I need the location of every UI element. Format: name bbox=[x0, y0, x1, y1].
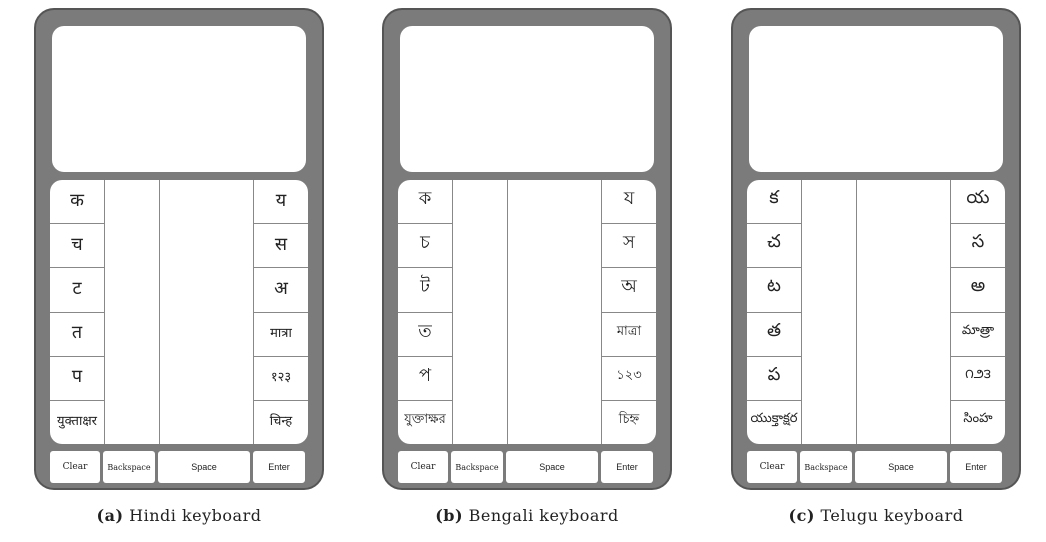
key-conjunct[interactable]: युक्ताक्षर bbox=[57, 414, 97, 430]
key-area: క చ ట త ప యుక్తాక్షర య స అ మాత్రా ౧౨౩ సి… bbox=[747, 180, 1005, 444]
key-left-5[interactable]: ప bbox=[747, 357, 801, 401]
key-left-4[interactable]: त bbox=[50, 313, 104, 357]
key-numbers[interactable]: १२३ bbox=[254, 357, 308, 401]
key-left-3[interactable]: ట bbox=[747, 268, 801, 313]
key-left-5[interactable]: प bbox=[50, 357, 104, 401]
column-divider bbox=[159, 180, 160, 444]
key-left-2[interactable]: च bbox=[50, 224, 104, 269]
enter-button[interactable]: Enter bbox=[253, 451, 305, 483]
key-right-3[interactable]: अ bbox=[254, 268, 308, 313]
key-left-2[interactable]: చ bbox=[747, 224, 801, 269]
key-left-1[interactable]: क bbox=[50, 180, 104, 225]
key-right-2[interactable]: స bbox=[951, 224, 1005, 269]
device-frame: ক চ ট ত প যুক্তাক্ষর য স অ মাত্রা ১২৩ চি… bbox=[382, 8, 672, 490]
clear-button[interactable]: Clear bbox=[50, 451, 100, 483]
caption-text: Telugu keyboard bbox=[820, 506, 964, 525]
keyboard-panel-telugu: క చ ట త ప యుక్తాక్షర య స అ మాత్రా ౧౨౩ సి… bbox=[731, 0, 1031, 542]
key-area: क च ट त प युक्ताक्षर य स अ मात्रा १२३ चि… bbox=[50, 180, 308, 444]
space-button[interactable]: Space bbox=[506, 451, 598, 483]
backspace-button[interactable]: Backspace bbox=[800, 451, 852, 483]
space-button[interactable]: Space bbox=[158, 451, 250, 483]
enter-button[interactable]: Enter bbox=[601, 451, 653, 483]
backspace-button[interactable]: Backspace bbox=[451, 451, 503, 483]
key-left-4[interactable]: త bbox=[747, 313, 801, 357]
caption-text: Bengali keyboard bbox=[468, 506, 619, 525]
panel-caption: (b) Bengali keyboard bbox=[382, 506, 672, 525]
clear-button[interactable]: Clear bbox=[398, 451, 448, 483]
key-symbols[interactable]: चिन्ह bbox=[269, 414, 293, 430]
keyboard-panel-bengali: ক চ ট ত প যুক্তাক্ষর য স অ মাত্রা ১২৩ চি… bbox=[382, 0, 682, 542]
right-key-column: य स अ मात्रा १२३ चिन्ह bbox=[253, 180, 308, 444]
key-left-2[interactable]: চ bbox=[398, 224, 452, 269]
panel-caption: (c) Telugu keyboard bbox=[731, 506, 1021, 525]
key-matra[interactable]: মাত্রা bbox=[602, 313, 656, 357]
key-symbols[interactable]: চিহ্ন bbox=[618, 411, 640, 427]
key-conjunct[interactable]: যুক্তাক্ষর bbox=[404, 411, 446, 427]
clear-button[interactable]: Clear bbox=[747, 451, 797, 483]
key-left-4[interactable]: ত bbox=[398, 313, 452, 357]
key-matra[interactable]: మాత్రా bbox=[951, 313, 1005, 357]
bottom-key-row: Clear Backspace Space Enter bbox=[747, 451, 1005, 483]
key-left-3[interactable]: ट bbox=[50, 268, 104, 313]
space-button[interactable]: Space bbox=[855, 451, 947, 483]
enter-button[interactable]: Enter bbox=[950, 451, 1002, 483]
device-frame: క చ ట త ప యుక్తాక్షర య స అ మాత్రా ౧౨౩ సి… bbox=[731, 8, 1021, 490]
key-left-1[interactable]: క bbox=[747, 180, 801, 225]
key-right-2[interactable]: স bbox=[602, 224, 656, 269]
key-right-3[interactable]: అ bbox=[951, 268, 1005, 313]
key-numbers[interactable]: ১২৩ bbox=[602, 357, 656, 401]
key-matra[interactable]: मात्रा bbox=[254, 313, 308, 357]
keyboard-panel-hindi: क च ट त प युक्ताक्षर य स अ मात्रा १२३ चि… bbox=[34, 0, 334, 542]
device-frame: क च ट त प युक्ताक्षर य स अ मात्रा १२३ चि… bbox=[34, 8, 324, 490]
left-key-column: क च ट त प युक्ताक्षर bbox=[50, 180, 105, 444]
key-left-5[interactable]: প bbox=[398, 357, 452, 401]
caption-text: Hindi keyboard bbox=[129, 506, 262, 525]
left-key-column: క చ ట త ప యుక్తాక్షర bbox=[747, 180, 802, 444]
key-right-1[interactable]: য bbox=[602, 180, 656, 225]
panel-caption: (a) Hindi keyboard bbox=[34, 506, 324, 525]
key-conjunct[interactable]: యుక్తాక్షర bbox=[750, 411, 798, 427]
text-display bbox=[52, 26, 306, 172]
key-right-1[interactable]: य bbox=[254, 180, 308, 225]
caption-tag: (a) bbox=[96, 506, 124, 525]
key-right-1[interactable]: య bbox=[951, 180, 1005, 225]
left-key-column: ক চ ট ত প যুক্তাক্ষর bbox=[398, 180, 453, 444]
text-display bbox=[400, 26, 654, 172]
key-area: ক চ ট ত প যুক্তাক্ষর য স অ মাত্রা ১২৩ চি… bbox=[398, 180, 656, 444]
key-right-3[interactable]: অ bbox=[602, 268, 656, 313]
bottom-key-row: Clear Backspace Space Enter bbox=[398, 451, 656, 483]
key-symbols[interactable]: సింహ bbox=[963, 411, 993, 427]
right-key-column: య స అ మాత్రా ౧౨౩ సింహ bbox=[950, 180, 1005, 444]
column-divider bbox=[507, 180, 508, 444]
key-right-2[interactable]: स bbox=[254, 224, 308, 269]
backspace-button[interactable]: Backspace bbox=[103, 451, 155, 483]
column-divider bbox=[856, 180, 857, 444]
caption-tag: (b) bbox=[435, 506, 464, 525]
right-key-column: য স অ মাত্রা ১২৩ চিহ্ন bbox=[601, 180, 656, 444]
key-left-1[interactable]: ক bbox=[398, 180, 452, 225]
bottom-key-row: Clear Backspace Space Enter bbox=[50, 451, 308, 483]
key-numbers[interactable]: ౧౨౩ bbox=[951, 357, 1005, 401]
caption-tag: (c) bbox=[788, 506, 815, 525]
text-display bbox=[749, 26, 1003, 172]
key-left-3[interactable]: ট bbox=[398, 268, 452, 313]
